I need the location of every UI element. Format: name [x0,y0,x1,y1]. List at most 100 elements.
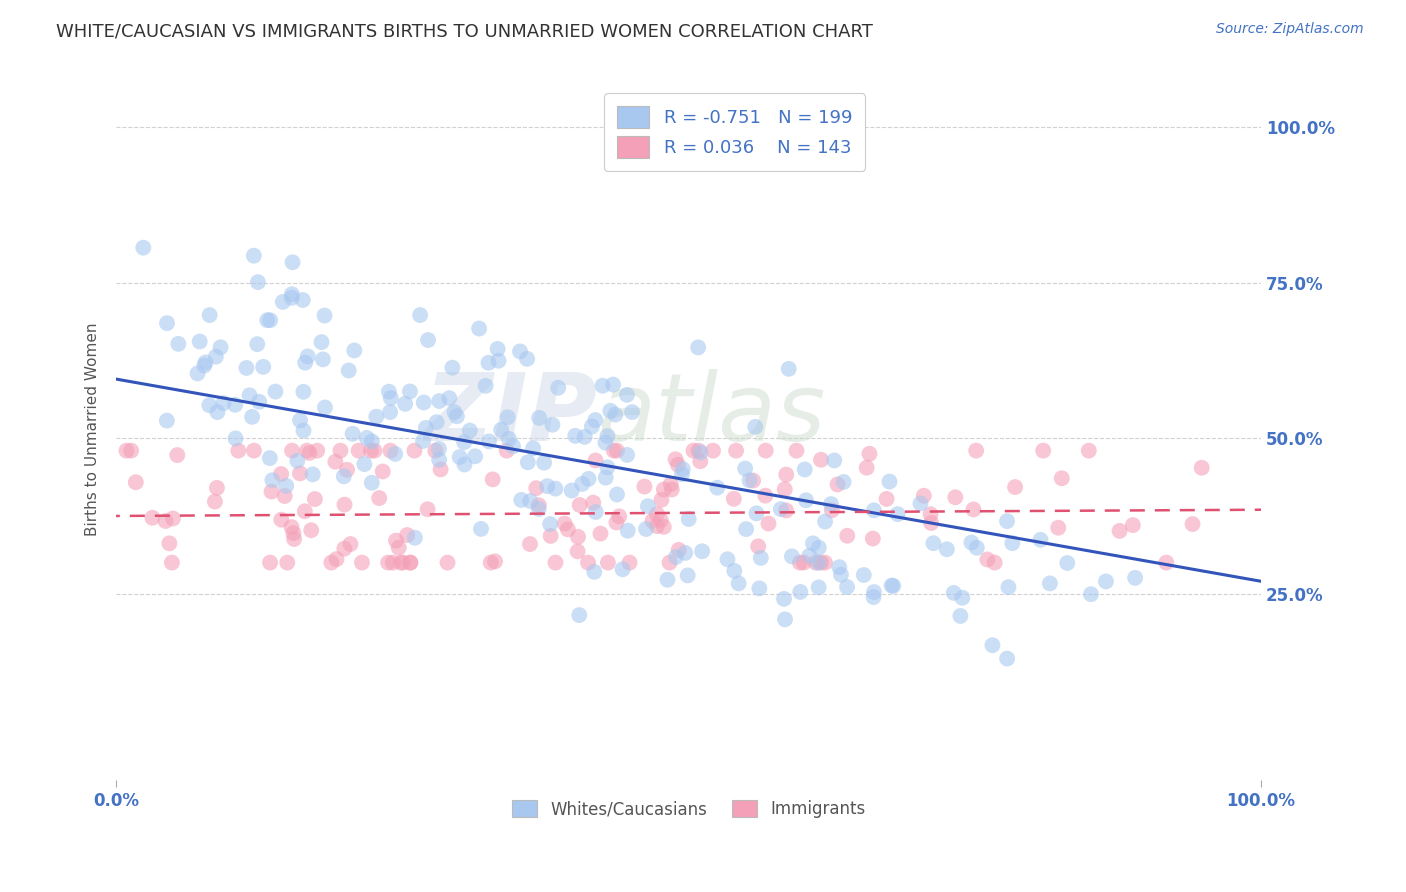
Point [259,451,281,466]
Point [690,544,713,558]
Point [541,417,564,432]
Point [862,590,884,604]
Point [910,496,932,510]
Point [567,544,589,558]
Point [325,552,347,566]
Point [754,489,776,503]
Point [1047,521,1070,535]
Point [671,467,693,482]
Point [564,429,586,443]
Point [664,452,686,467]
Point [276,556,298,570]
Point [616,388,638,402]
Point [773,591,796,606]
Point [380,391,402,405]
Point [832,475,855,489]
Point [426,415,449,429]
Point [920,516,942,530]
Point [314,401,336,415]
Point [775,467,797,482]
Text: atlas: atlas [598,369,825,460]
Point [773,612,796,626]
Point [262,473,284,487]
Point [576,556,599,570]
Point [283,526,305,541]
Point [942,586,965,600]
Point [607,509,630,524]
Point [187,367,209,381]
Point [363,443,385,458]
Point [544,482,567,496]
Point [876,491,898,506]
Point [481,472,503,486]
Point [962,502,984,516]
Point [666,458,689,472]
Point [920,508,942,522]
Point [567,530,589,544]
Point [702,443,724,458]
Point [225,431,247,445]
Point [583,413,606,427]
Point [235,360,257,375]
Point [484,554,506,568]
Point [294,504,316,518]
Point [378,384,401,399]
Point [446,409,468,424]
Point [486,342,509,356]
Point [581,419,603,434]
Point [288,413,311,427]
Point [596,556,619,570]
Point [606,443,628,458]
Point [377,556,399,570]
Point [589,526,612,541]
Point [773,483,796,497]
Point [247,394,270,409]
Point [516,455,538,469]
Point [678,512,700,526]
Point [325,455,347,469]
Point [294,356,316,370]
Point [1056,556,1078,570]
Point [1122,518,1144,533]
Point [745,506,768,520]
Point [378,405,401,419]
Point [264,384,287,399]
Point [536,479,558,493]
Point [198,398,221,412]
Point [252,359,274,374]
Point [758,516,780,531]
Point [441,360,464,375]
Point [823,453,845,467]
Point [295,443,318,458]
Point [429,462,451,476]
Point [412,434,434,448]
Point [350,556,373,570]
Point [281,291,304,305]
Point [399,556,422,570]
Point [789,585,811,599]
Point [882,579,904,593]
Point [616,524,638,538]
Point [657,573,679,587]
Point [353,457,375,471]
Point [246,337,269,351]
Point [780,549,803,564]
Point [1181,517,1204,532]
Point [404,531,426,545]
Point [689,445,711,459]
Point [464,450,486,464]
Point [557,522,579,536]
Point [807,556,830,570]
Point [443,405,465,419]
Point [436,556,458,570]
Point [1004,480,1026,494]
Point [983,556,1005,570]
Point [385,533,408,548]
Point [339,537,361,551]
Point [661,483,683,497]
Point [912,489,935,503]
Point [298,446,321,460]
Point [981,638,1004,652]
Point [966,541,988,555]
Point [366,409,388,424]
